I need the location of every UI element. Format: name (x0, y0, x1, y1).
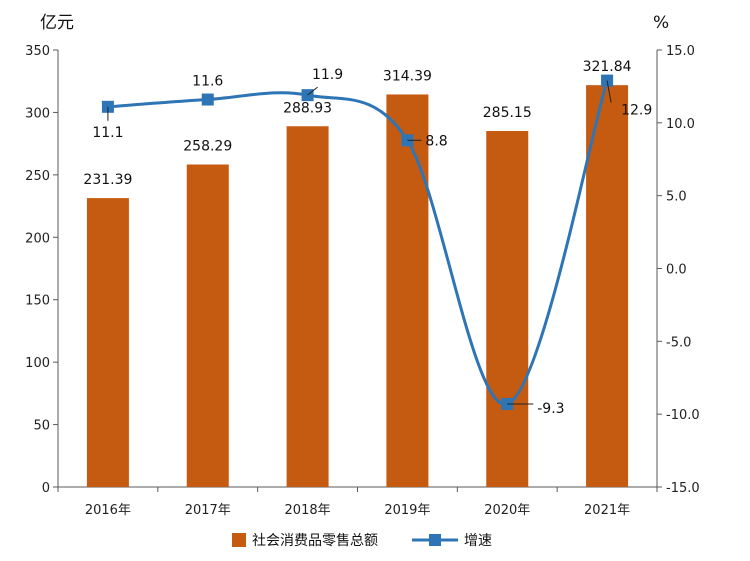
line-marker (201, 93, 214, 106)
line-value-label: 11.1 (92, 125, 123, 141)
left-tick-label: 150 (25, 294, 50, 309)
left-tick-label: 0 (42, 481, 50, 496)
right-tick-label: -10.0 (666, 408, 700, 423)
left-axis-unit: 亿元 (40, 13, 74, 33)
bar (586, 85, 629, 487)
right-tick-label: 0.0 (666, 263, 687, 278)
line-value-label: 12.9 (621, 103, 652, 119)
bar (86, 198, 129, 487)
growth-line (107, 80, 609, 406)
bar-value-label: 285.15 (483, 105, 532, 121)
x-tick-label: 2017年 (185, 503, 231, 518)
left-tick-label: 250 (25, 169, 50, 184)
bar (286, 126, 329, 488)
line-value-label: 8.8 (425, 133, 447, 149)
x-tick-label: 2016年 (85, 503, 131, 518)
right-tick-label: 15.0 (666, 44, 695, 59)
bar (486, 130, 529, 488)
leader-line (307, 86, 318, 96)
bar-value-label: 258.29 (183, 139, 232, 155)
left-tick-label: 200 (25, 231, 50, 246)
left-tick-label: 50 (33, 419, 50, 434)
left-tick-label: 300 (25, 106, 50, 121)
legend: 社会消费品零售总额 增速 (232, 533, 492, 549)
x-tick-label: 2020年 (484, 503, 530, 518)
line-value-label: -9.3 (537, 401, 564, 417)
right-axis-unit: % (653, 13, 669, 33)
bar (386, 94, 429, 487)
line-value-label: 11.6 (192, 74, 223, 90)
bar-value-label: 321.84 (583, 59, 632, 75)
line-series (101, 74, 614, 410)
bar-value-label: 314.39 (383, 68, 432, 84)
right-tick-label: -5.0 (666, 335, 691, 350)
legend-label-line: 增速 (464, 533, 492, 549)
right-tick-label: 5.0 (666, 190, 687, 205)
line-value-label: 11.9 (312, 67, 343, 83)
right-tick-label: 10.0 (666, 117, 695, 132)
x-tick-label: 2019年 (384, 503, 430, 518)
left-tick-label: 100 (25, 356, 50, 371)
bar-value-label: 231.39 (83, 172, 132, 188)
bar (186, 164, 229, 488)
legend-swatch-bar (232, 533, 246, 547)
legend-swatch-marker (429, 534, 441, 546)
leader-line (606, 80, 612, 103)
data-labels: 231.39 258.29 288.93 314.39 285.15 321.84 11.1… (83, 59, 652, 417)
axes: 0 50 100 150 200 250 300 350 -15.0 -10.0 -5.0 0.0 5.… (25, 44, 699, 518)
right-tick-label: -15.0 (666, 481, 700, 496)
legend-label-bar: 社会消费品零售总额 (252, 533, 378, 549)
x-tick-label: 2021年 (584, 503, 630, 518)
bar-value-label: 288.93 (283, 100, 332, 116)
left-tick-label: 350 (25, 44, 50, 59)
x-tick-label: 2018年 (285, 503, 331, 518)
bar-series (86, 85, 629, 488)
